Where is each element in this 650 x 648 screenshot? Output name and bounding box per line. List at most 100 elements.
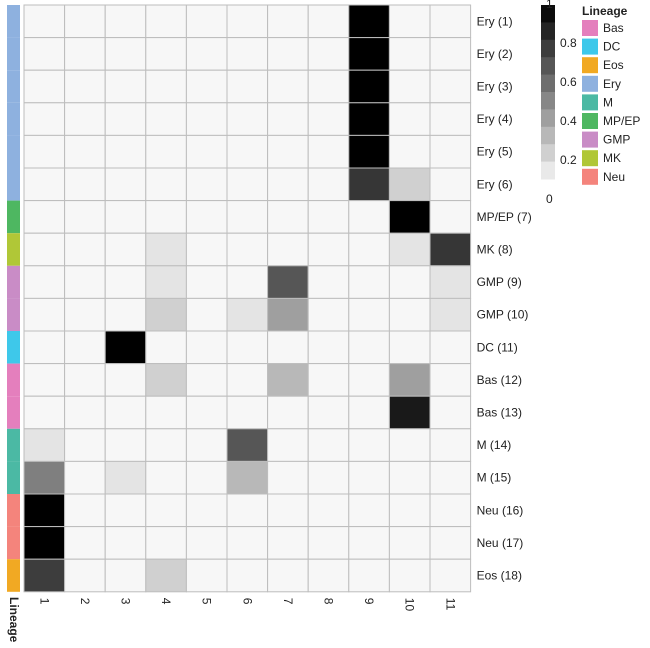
- legend-swatch: [582, 20, 598, 36]
- heatmap-cell: [226, 102, 269, 136]
- row-label: Eos (18): [477, 569, 522, 583]
- legend-label: MP/EP: [603, 114, 640, 128]
- heatmap-cell: [23, 363, 66, 397]
- heatmap-cell: [429, 265, 472, 299]
- heatmap-cell: [307, 265, 350, 299]
- heatmap-cell: [104, 4, 147, 39]
- heatmap-cell: [226, 265, 269, 299]
- heatmap-cell: [429, 363, 472, 397]
- heatmap-cell: [307, 4, 350, 39]
- heatmap-cell: [388, 428, 431, 462]
- row-label: Ery (1): [477, 14, 513, 28]
- heatmap-cell: [348, 428, 390, 462]
- heatmap-cell: [64, 460, 106, 495]
- heatmap-cell: [388, 265, 431, 299]
- heatmap-cell: [267, 200, 309, 234]
- heatmap-cell: [388, 69, 431, 104]
- heatmap-cell: [388, 395, 431, 430]
- heatmap-cell: [429, 167, 472, 202]
- heatmap-cell: [185, 200, 228, 234]
- heatmap-cell: [307, 526, 350, 560]
- column-label: 10: [403, 598, 417, 612]
- legend-label: DC: [603, 40, 621, 54]
- lineage-bar-segment: [7, 559, 20, 592]
- heatmap-cell: [348, 200, 390, 234]
- heatmap-cell: [23, 460, 66, 495]
- heatmap-cell: [104, 102, 147, 136]
- row-label: Neu (17): [477, 536, 524, 550]
- heatmap-cell: [185, 69, 228, 104]
- color-scale-step: [541, 126, 555, 145]
- heatmap-cell: [267, 460, 309, 495]
- heatmap-cell: [348, 460, 390, 495]
- row-label: Ery (2): [477, 47, 513, 61]
- heatmap-cell: [145, 395, 187, 430]
- legend-label: M: [603, 95, 613, 109]
- heatmap-cell: [388, 4, 431, 39]
- heatmap-cell: [145, 330, 187, 365]
- legend-swatch: [582, 75, 598, 92]
- heatmap-cell: [104, 297, 147, 332]
- row-labels: Ery (1) Ery (2) Ery (3) Ery (4) Ery (5) Ery (…: [477, 14, 532, 582]
- heatmap-cell: [104, 167, 147, 202]
- heatmap-cell: [307, 428, 350, 462]
- heatmap-cell: [145, 363, 187, 397]
- heatmap-cell: [307, 134, 350, 169]
- heatmap-cell: [429, 102, 472, 136]
- lineage-bar-segment: [7, 200, 20, 234]
- heatmap-cell: [104, 232, 147, 267]
- heatmap-cell: [23, 428, 66, 462]
- heatmap-cell: [185, 493, 228, 528]
- heatmap-cell: [267, 526, 309, 560]
- heatmap-cell: [185, 526, 228, 560]
- heatmap-cell: [348, 363, 390, 397]
- heatmap-cell: [388, 134, 431, 169]
- legend-swatch: [582, 38, 598, 55]
- heatmap-cell: [64, 526, 106, 560]
- heatmap-cell: [23, 167, 66, 202]
- color-scale-tick: 0.2: [560, 153, 577, 167]
- lineage-bar-segment: [7, 102, 20, 136]
- heatmap-cell: [64, 395, 106, 430]
- heatmap-cell: [104, 37, 147, 71]
- heatmap-cell: [267, 134, 309, 169]
- heatmap-cell: [429, 232, 472, 267]
- heatmap-cell: [226, 69, 269, 104]
- heatmap-cell: [64, 558, 106, 593]
- heatmap-cell: [388, 330, 431, 365]
- heatmap-cell: [23, 200, 66, 234]
- heatmap-cell: [226, 4, 269, 39]
- heatmap-cell: [145, 526, 187, 560]
- row-label: M (15): [477, 471, 512, 485]
- heatmap-cell: [185, 428, 228, 462]
- heatmap-cell: [185, 102, 228, 136]
- heatmap-cell: [267, 428, 309, 462]
- heatmap-cell: [64, 330, 106, 365]
- heatmap-cell: [104, 330, 147, 365]
- heatmap-cell: [104, 265, 147, 299]
- heatmap-cell: [185, 134, 228, 169]
- heatmap-cell: [307, 200, 350, 234]
- column-label: 6: [240, 598, 254, 605]
- legend-swatch: [582, 113, 598, 129]
- row-label: MP/EP (7): [477, 210, 532, 224]
- heatmap-cell: [145, 493, 187, 528]
- legend-swatch: [582, 94, 598, 111]
- heatmap-cell: [267, 167, 309, 202]
- heatmap-cell: [226, 460, 269, 495]
- row-label: M (14): [477, 438, 512, 452]
- column-label: 11: [443, 598, 457, 611]
- heatmap-cell: [104, 363, 147, 397]
- heatmap-cell: [23, 37, 66, 71]
- heatmap-cell: [23, 4, 66, 39]
- heatmap-cell: [429, 330, 472, 365]
- heatmap-cell: [226, 428, 269, 462]
- heatmap-cell: [104, 493, 147, 528]
- column-label: 8: [322, 598, 336, 605]
- color-scale-tick: 1: [546, 0, 553, 11]
- heatmap-cell: [64, 363, 106, 397]
- heatmap-cell: [104, 395, 147, 430]
- lineage-bar-segment: [7, 526, 20, 560]
- heatmap-cell: [185, 232, 228, 267]
